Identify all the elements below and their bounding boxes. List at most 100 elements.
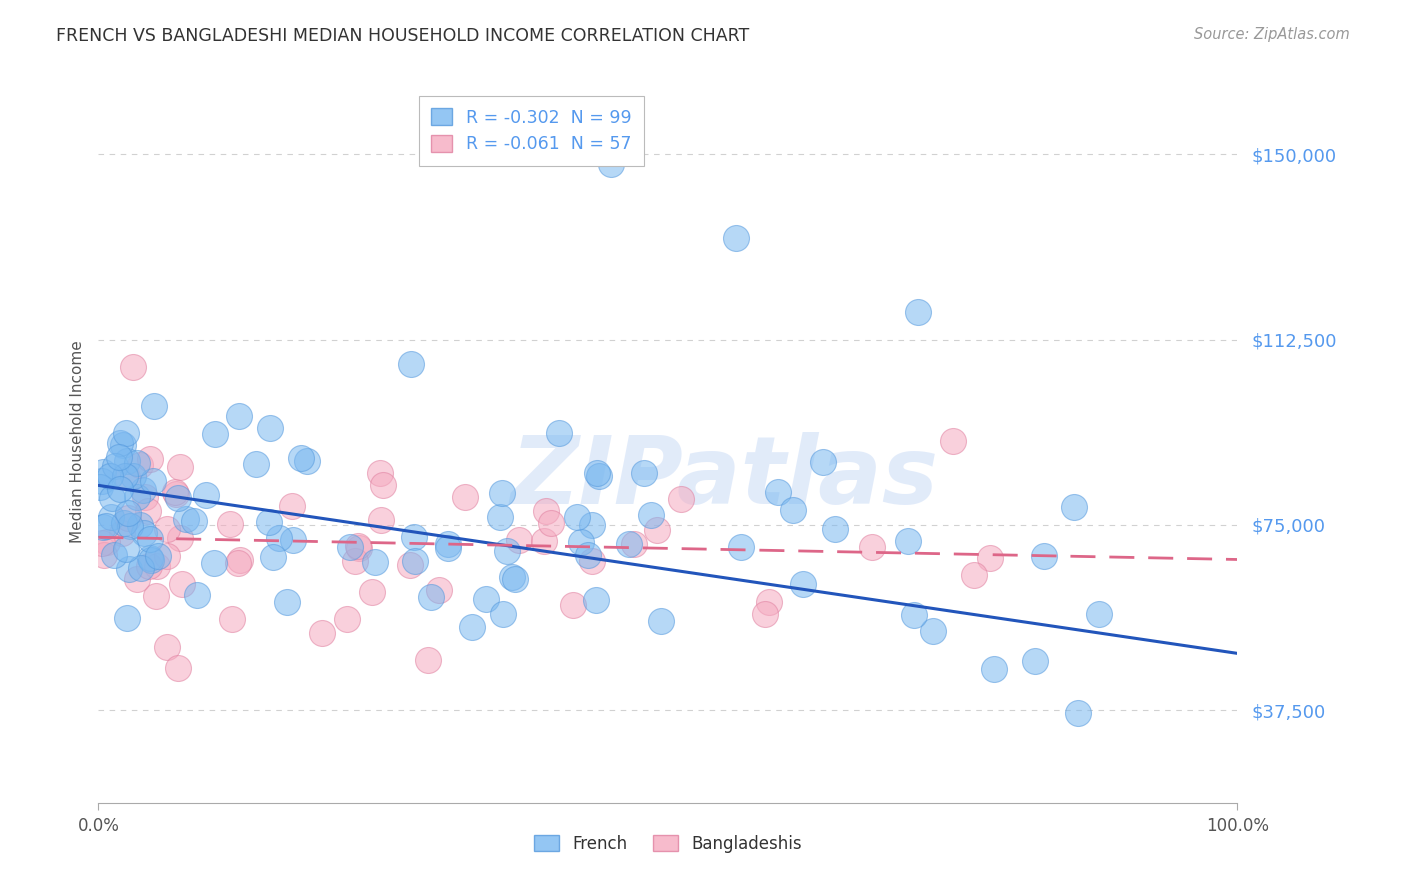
- Point: [146, 558, 169, 573]
- Point: [730, 540, 752, 554]
- Point: [170, 577, 193, 591]
- Point: [792, 577, 814, 591]
- Point: [166, 491, 188, 506]
- Point: [118, 518, 141, 533]
- Point: [100, 510, 122, 524]
- Point: [399, 357, 422, 371]
- Point: [139, 532, 162, 546]
- Point: [156, 640, 179, 655]
- Point: [565, 509, 588, 524]
- Point: [813, 455, 835, 469]
- Point: [114, 469, 136, 483]
- Point: [343, 553, 366, 567]
- Point: [257, 515, 280, 529]
- Point: [633, 466, 655, 480]
- Text: Source: ZipAtlas.com: Source: ZipAtlas.com: [1194, 27, 1350, 42]
- Point: [132, 483, 155, 498]
- Point: [496, 544, 519, 558]
- Point: [259, 421, 281, 435]
- Point: [204, 427, 226, 442]
- Point: [127, 490, 149, 504]
- Point: [370, 513, 392, 527]
- Point: [488, 509, 510, 524]
- Point: [115, 541, 138, 556]
- Point: [399, 558, 422, 573]
- Point: [141, 475, 163, 489]
- Point: [505, 572, 527, 586]
- Point: [156, 522, 179, 536]
- Point: [311, 625, 333, 640]
- Point: [617, 537, 640, 551]
- Point: [186, 589, 208, 603]
- Point: [96, 535, 118, 549]
- Point: [1063, 500, 1085, 514]
- Point: [437, 537, 460, 551]
- Point: [138, 558, 160, 573]
- Point: [118, 562, 141, 576]
- Point: [640, 508, 662, 523]
- Point: [167, 661, 190, 675]
- Point: [534, 504, 557, 518]
- Point: [347, 539, 370, 553]
- Point: [115, 454, 138, 468]
- Point: [600, 157, 623, 171]
- Point: [281, 533, 304, 548]
- Point: [183, 514, 205, 528]
- Point: [419, 590, 441, 604]
- Point: [114, 426, 136, 441]
- Point: [562, 598, 585, 612]
- Point: [824, 522, 846, 536]
- Point: [194, 488, 217, 502]
- Point: [437, 541, 460, 556]
- Point: [402, 530, 425, 544]
- Point: [979, 550, 1001, 565]
- Point: [942, 434, 965, 448]
- Point: [461, 620, 484, 634]
- Point: [758, 595, 780, 609]
- Point: [169, 531, 191, 545]
- Point: [922, 624, 945, 638]
- Point: [108, 436, 131, 450]
- Point: [295, 454, 318, 468]
- Point: [103, 548, 125, 562]
- Point: [585, 592, 607, 607]
- Point: [117, 511, 139, 525]
- Point: [645, 523, 668, 537]
- Point: [125, 572, 148, 586]
- Point: [108, 450, 131, 465]
- Point: [427, 582, 450, 597]
- Point: [145, 590, 167, 604]
- Point: [156, 549, 179, 563]
- Point: [94, 519, 117, 533]
- Point: [174, 512, 197, 526]
- Point: [623, 537, 645, 551]
- Point: [416, 653, 439, 667]
- Point: [221, 612, 243, 626]
- Point: [364, 555, 387, 569]
- Point: [368, 467, 391, 481]
- Point: [202, 556, 225, 570]
- Point: [134, 526, 156, 541]
- Point: [290, 450, 312, 465]
- Point: [115, 611, 138, 625]
- Point: [141, 553, 163, 567]
- Point: [897, 534, 920, 549]
- Y-axis label: Median Household Income: Median Household Income: [69, 340, 84, 543]
- Point: [475, 592, 498, 607]
- Point: [148, 549, 170, 564]
- Point: [766, 484, 789, 499]
- Point: [540, 516, 562, 531]
- Point: [91, 465, 114, 479]
- Text: ZIPatlas: ZIPatlas: [510, 432, 939, 524]
- Legend: French, Bangladeshis: French, Bangladeshis: [527, 828, 808, 860]
- Point: [361, 585, 384, 599]
- Point: [907, 305, 929, 319]
- Point: [1024, 654, 1046, 668]
- Point: [453, 490, 475, 504]
- Point: [169, 459, 191, 474]
- Point: [136, 504, 159, 518]
- Point: [117, 506, 139, 520]
- Point: [93, 549, 115, 563]
- Point: [371, 478, 394, 492]
- Point: [128, 518, 150, 533]
